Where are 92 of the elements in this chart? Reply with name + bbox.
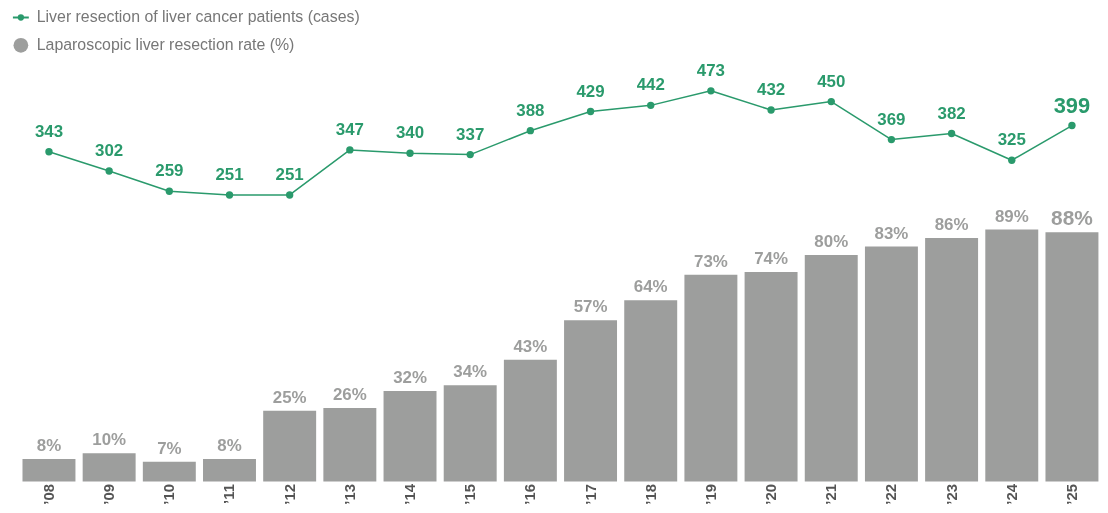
x-tick-label: ’22 [883, 484, 900, 505]
data-label: 429 [576, 81, 605, 101]
data-label: 34% [453, 362, 488, 382]
bar [804, 255, 858, 482]
point [285, 191, 294, 199]
bar [142, 461, 196, 482]
point [1008, 156, 1016, 164]
data-label: 8% [217, 435, 242, 455]
data-label: 388 [516, 100, 545, 120]
data-label: 432 [756, 80, 786, 100]
x-tick-label: ’12 [281, 484, 298, 505]
point [767, 106, 775, 114]
data-label: 251 [215, 165, 244, 185]
data-label: 302 [95, 141, 124, 161]
point [105, 167, 113, 175]
bar [203, 458, 256, 482]
x-tick-label: ’20 [763, 484, 780, 505]
bar [985, 229, 1039, 482]
x-tick-label: ’14 [401, 483, 418, 505]
data-label: 325 [997, 130, 1026, 150]
bar [22, 458, 76, 482]
data-label: 73% [694, 251, 728, 271]
point [406, 149, 414, 157]
data-label: 88% [1051, 206, 1093, 230]
bar [684, 274, 738, 482]
point [526, 127, 535, 135]
data-label: 83% [874, 223, 909, 243]
point [947, 129, 956, 138]
data-label: 399 [1053, 92, 1091, 118]
x-tick-label: ’15 [462, 484, 479, 505]
point [466, 150, 474, 159]
bar [1045, 232, 1099, 482]
data-label: 337 [456, 124, 485, 144]
x-tick-label: ’25 [1063, 484, 1080, 505]
x-tick-label: ’16 [522, 484, 539, 505]
data-label: 340 [395, 123, 425, 143]
point [1068, 121, 1076, 130]
data-label: 251 [275, 165, 304, 185]
data-label: 32% [393, 368, 427, 387]
x-tick-label: ’17 [582, 484, 599, 505]
data-label: 450 [817, 71, 846, 91]
bar [383, 390, 437, 482]
data-label: 25% [272, 387, 307, 407]
x-tick-label: ’18 [642, 484, 659, 505]
bar [744, 272, 798, 482]
data-label: 86% [934, 215, 969, 235]
bar [443, 385, 497, 482]
data-label: 347 [335, 120, 364, 140]
legend-label: Liver resection of liver cancer patients (cases) [36, 8, 360, 26]
point [827, 97, 835, 106]
x-tick-label: ’19 [702, 484, 719, 505]
data-label: 43% [513, 336, 548, 356]
point [45, 148, 53, 156]
data-label: 343 [34, 121, 64, 141]
data-label: 64% [633, 277, 668, 297]
point [887, 135, 896, 144]
data-label: 57% [573, 297, 608, 317]
bar [925, 238, 979, 482]
bar [564, 320, 618, 482]
x-tick-label: ’23 [943, 484, 960, 505]
bar [323, 407, 377, 482]
data-label: 382 [937, 103, 966, 123]
point [707, 87, 715, 95]
bar [503, 359, 557, 482]
point [647, 101, 655, 110]
point [165, 187, 173, 195]
data-label: 369 [877, 109, 906, 129]
x-tick-label: ’08 [40, 484, 57, 505]
x-tick-label: ’11 [221, 484, 238, 504]
bar [263, 410, 317, 482]
point [225, 191, 234, 199]
x-tick-label: ’21 [823, 484, 840, 505]
data-label: 7% [157, 438, 182, 458]
point [586, 107, 595, 116]
bar [624, 300, 678, 482]
data-label: 10% [92, 430, 127, 450]
point [346, 146, 354, 154]
data-label: 26% [332, 384, 367, 404]
x-tick-label: ’24 [1003, 483, 1020, 505]
data-label: 259 [155, 161, 184, 181]
x-tick-label: ’10 [161, 484, 178, 505]
data-label: 442 [636, 75, 665, 95]
bar [864, 246, 918, 482]
data-label: 89% [994, 206, 1029, 226]
x-tick-label: ’09 [101, 484, 118, 505]
data-label: 80% [814, 232, 849, 252]
data-label: 74% [754, 249, 788, 269]
bar [82, 453, 136, 482]
x-tick-label: ’13 [341, 484, 358, 505]
data-label: 473 [696, 60, 725, 80]
legend-label: Laparoscopic liver resection rate (%) [36, 36, 295, 54]
data-label: 8% [36, 435, 62, 455]
